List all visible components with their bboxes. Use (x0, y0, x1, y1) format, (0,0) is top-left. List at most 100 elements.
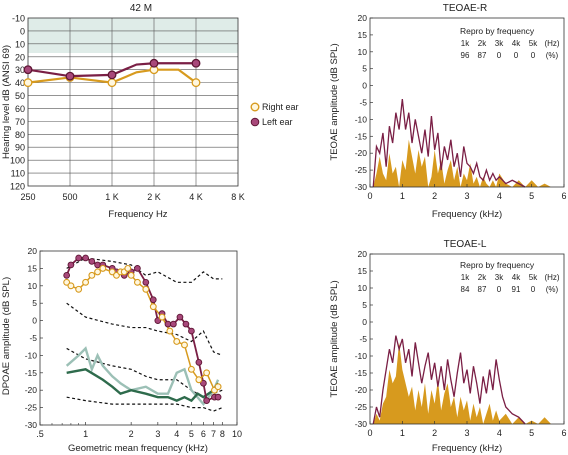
teoae-r-panel: TEOAE-R 0 1 2 3 4 5 6 20 15 10 5 0 -5 -10 -15 -20 -25 -3… (329, 3, 567, 220)
teoae-r-repro-value: 87 (478, 51, 487, 60)
teoae-r-repro-value: 0 (497, 51, 502, 60)
teoae-r-ytick: 5 (362, 64, 367, 74)
dpoae-frame (39, 250, 238, 426)
dpoae-xtick: 3 (155, 429, 160, 439)
audiogram-xtick: 1 K (105, 192, 119, 202)
teoae-r-repro-value: 0 (514, 51, 519, 60)
teoae-r-ytick: -5 (359, 98, 367, 108)
teoae-l-repro-table: 1k 2k 3k 4k 5k (Hz) 84 87 0 91 0 (%) (461, 273, 560, 294)
audiogram-ytick: 20 (15, 52, 25, 62)
teoae-l-ytick: -10 (355, 351, 368, 361)
dpoae-right-ear-point (75, 285, 83, 293)
audiogram-left-ear-point (191, 58, 201, 68)
dpoae-left-ear-point (214, 393, 222, 401)
teoae-r-ytick: -15 (355, 131, 368, 141)
audiogram-title: 42 M (130, 3, 152, 14)
audiogram-ytick: 90 (15, 143, 25, 153)
dpoae-left-ear-point (195, 359, 203, 366)
teoae-l-response-line (372, 335, 526, 425)
teoae-r-repro-freq: 4k (512, 39, 521, 48)
legend-right-ear-label: Right ear (262, 102, 299, 112)
teoae-l-ytick: 20 (358, 249, 368, 259)
audiogram-ytick: 50 (15, 91, 25, 101)
legend-left-ear-label: Left ear (262, 117, 293, 127)
audiogram-right-ear-point (23, 78, 33, 88)
teoae-r-repro-freq: 1k (461, 39, 470, 48)
audiogram-xlabel: Frequency Hz (108, 209, 167, 220)
dpoae-series (63, 254, 223, 412)
teoae-l-repro-freq: 4k (512, 273, 521, 282)
teoae-r-xticks: 0 1 2 3 4 5 6 (367, 184, 567, 201)
dpoae-right-ear-point (108, 268, 116, 276)
dpoae-xtick: 1 (83, 429, 88, 439)
dpoae-right-ear-point (133, 278, 141, 286)
teoae-r-ytick: 10 (358, 47, 368, 57)
audiogram-right-ear-point (107, 78, 117, 88)
teoae-r-ytick: -30 (355, 182, 368, 192)
teoae-l-repro-value: 0 (531, 285, 536, 294)
dpoae-left-ear-point (154, 317, 162, 324)
dpoae-left-ear-point (149, 296, 157, 304)
teoae-r-xtick: 4 (497, 191, 502, 201)
audiogram-legend: Right ear Left ear (250, 102, 299, 127)
dpoae-right-ear-point (158, 313, 166, 321)
teoae-l-ytick: -30 (355, 419, 368, 429)
teoae-r-xtick: 3 (464, 191, 469, 201)
dpoae-ytick: -10 (25, 350, 38, 360)
dpoae-right-ear-point (99, 264, 107, 272)
audiogram-ylabel: Hearing level dB (ANSI 69) (1, 45, 12, 159)
legend-left-ear-marker (250, 117, 260, 127)
teoae-r-repro-value: 0 (531, 51, 536, 60)
dpoae-xtick: 2 (129, 429, 134, 439)
audiogram-ytick: 60 (15, 104, 25, 114)
teoae-l-xtick: 4 (497, 428, 502, 438)
teoae-r-ytick: 0 (362, 81, 367, 91)
dpoae-xtick: 8 (220, 429, 225, 439)
audiogram-ytick: 120 (10, 182, 25, 192)
audiogram-yticks: -10 0 10 20 30 40 50 60 70 80 90 100 110 120 (10, 14, 25, 192)
audiogram-frame (27, 17, 239, 187)
teoae-l-repro-value: 0 (497, 285, 502, 294)
teoae-r-repro-freq: 5k (529, 39, 538, 48)
teoae-l-xtick: 1 (400, 428, 405, 438)
teoae-l-repro-value: 87 (478, 285, 487, 294)
teoae-l-title: TEOAE-L (444, 239, 487, 250)
dpoae-normal-limit-1 (66, 302, 223, 356)
teoae-l-noise-area (373, 342, 552, 424)
audiogram-ytick: 70 (15, 117, 25, 127)
teoae-l-ylabel: TEOAE amplitude (dB SPL) (329, 280, 340, 397)
teoae-l-xtick: 0 (367, 428, 372, 438)
dpoae-ytick: 0 (32, 316, 37, 326)
audiogram-xtick: 4 K (189, 192, 203, 202)
teoae-r-repro-freq: 2k (478, 39, 487, 48)
dpoae-right-ear-point (195, 376, 203, 384)
dpoae-left-ear-point (75, 254, 83, 262)
legend-right-ear-marker (250, 102, 260, 112)
dpoae-left-ear-point (182, 320, 190, 328)
audiogram-left-ear-point (107, 70, 117, 80)
dpoae-right-ear-point (94, 268, 102, 276)
teoae-r-repro-table: 1k 2k 3k 4k 5k (Hz) 96 87 0 0 0 (%) (461, 39, 560, 60)
audiogram-ytick: 10 (15, 39, 25, 49)
teoae-r-xtick: 6 (561, 191, 566, 201)
teoae-r-noise-fill (373, 139, 552, 187)
dpoae-ytick: -25 (25, 403, 38, 413)
teoae-r-ytick: -25 (355, 165, 368, 175)
teoae-l-ytick: 10 (358, 283, 368, 293)
dpoae-noise-right-line (65, 346, 220, 407)
audiogram-ytick: 80 (15, 130, 25, 140)
dpoae-ytick: 20 (28, 246, 38, 256)
teoae-r-repro-value: 96 (461, 51, 470, 60)
teoae-l-xtick: 5 (529, 428, 534, 438)
teoae-r-ytick: 20 (358, 13, 368, 23)
teoae-r-xtick: 2 (432, 191, 437, 201)
teoae-l-repro-value: 91 (512, 285, 521, 294)
teoae-r-noise-area (373, 139, 552, 187)
teoae-l-ytick: 15 (358, 266, 368, 276)
dpoae-xlabel: Geometric mean frequency (kHz) (68, 443, 208, 454)
dpoae-right-ear-point (63, 278, 71, 286)
audiogram-ytick: -10 (12, 14, 25, 24)
teoae-r-repro-box: Repro by frequency 1k 2k 3k 4k 5k (Hz) 96 87 0 0 0… (460, 26, 560, 60)
dpoae-left-ear-point (142, 278, 150, 286)
